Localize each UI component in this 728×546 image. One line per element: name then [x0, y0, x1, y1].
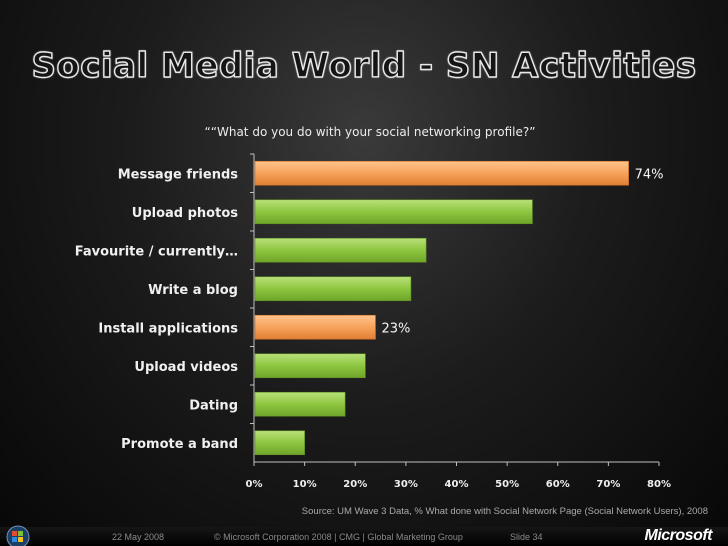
category-label-4: Install applications — [98, 321, 238, 336]
x-tick-label-8: 80% — [647, 479, 671, 490]
bar-2 — [254, 237, 427, 263]
bar-3 — [254, 276, 412, 302]
x-tick-label-4: 40% — [445, 479, 469, 490]
category-label-6: Dating — [189, 398, 238, 413]
x-tick-label-1: 10% — [293, 479, 317, 490]
category-label-1: Upload photos — [132, 206, 238, 221]
bar-chart: Message friends Upload photos Favourite / … — [75, 153, 671, 490]
x-tick-label-5: 50% — [495, 479, 519, 490]
microsoft-logo: Microsoft — [644, 527, 713, 544]
x-tick-label-3: 30% — [394, 479, 418, 490]
bar-0 — [254, 160, 629, 186]
data-label-0: 74% — [635, 167, 664, 182]
category-label-2: Favourite / currently… — [75, 244, 238, 259]
category-label-7: Promote a band — [121, 437, 238, 452]
footer-date: 22 May 2008 — [112, 532, 165, 542]
footer-copyright: © Microsoft Corporation 2008 | CMG | Glo… — [214, 532, 463, 542]
windows-start-orb-icon[interactable] — [2, 523, 34, 546]
source-note: Source: UM Wave 3 Data, % What done with… — [301, 506, 708, 517]
footer-slide-number: Slide 34 — [510, 532, 543, 542]
data-label-1: 23% — [382, 321, 411, 336]
x-tick-label-2: 20% — [343, 479, 367, 490]
slide-title: Social Media World - SN Activities — [31, 45, 697, 86]
category-label-5: Upload videos — [134, 360, 238, 375]
bar-4 — [254, 314, 376, 340]
x-tick-label-7: 70% — [596, 479, 620, 490]
category-label-0: Message friends — [118, 167, 239, 182]
bar-1 — [254, 199, 533, 225]
x-tick-label-0: 0% — [246, 479, 263, 490]
category-label-3: Write a blog — [148, 283, 238, 298]
x-tick-label-6: 60% — [546, 479, 570, 490]
chart-title: ““What do you do with your social networ… — [204, 125, 536, 139]
bar-5 — [254, 353, 366, 379]
footer-bar — [0, 527, 728, 546]
bar-6 — [254, 391, 346, 417]
bar-7 — [254, 430, 305, 456]
